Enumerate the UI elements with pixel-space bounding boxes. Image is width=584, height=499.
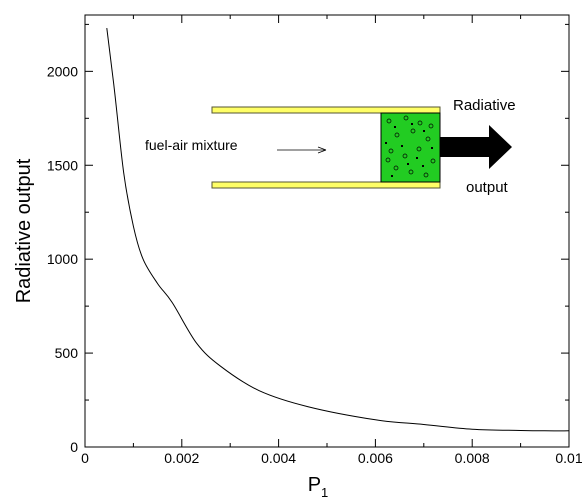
x-axis-title-main: P (308, 474, 321, 496)
y-tick-label: 2000 (47, 63, 78, 79)
axis-ticks (84, 15, 570, 448)
particle (388, 148, 394, 154)
particle (416, 146, 422, 152)
particle (394, 126, 396, 128)
particle (402, 153, 408, 159)
y-tick-label: 500 (55, 345, 79, 361)
x-tick-label: 0.004 (261, 450, 296, 466)
radiative-output-arrow (440, 125, 512, 169)
y-tick-label: 1500 (47, 157, 78, 173)
particle (411, 123, 413, 125)
mixture-label: fuel-air mixture (145, 137, 238, 153)
x-tick-label: 0.008 (455, 450, 490, 466)
tube-bottom-wall (211, 181, 441, 189)
particle (385, 142, 387, 144)
y-tick-label: 0 (70, 439, 78, 455)
particle (428, 123, 434, 129)
combustion-chamber (380, 112, 441, 183)
particle (385, 157, 391, 163)
x-axis-title-subscript: 1 (321, 485, 328, 499)
particle (403, 115, 409, 121)
particle (425, 136, 431, 142)
x-tick-label: 0.01 (555, 450, 582, 466)
particle (407, 163, 409, 165)
series-line (106, 28, 570, 432)
chamber-particles (385, 115, 436, 178)
plot-frame (84, 14, 570, 448)
particle (430, 158, 436, 164)
axis-tick-labels: 0 0.002 0.004 0.006 0.008 0.01 0 500 1000 1500 200… (47, 63, 583, 466)
radiative-label: Radiative (453, 97, 516, 114)
particle (391, 175, 393, 177)
inset-diagram: fuel-air mixture Radiative output (145, 97, 516, 196)
x-axis-title: P1 (308, 474, 329, 499)
particle (423, 130, 425, 132)
mixture-arrow-head (317, 146, 327, 154)
particle (422, 165, 424, 167)
x-tick-label: 0.002 (164, 450, 199, 466)
particle (417, 120, 423, 126)
tube-top-wall (211, 106, 441, 114)
particle (401, 145, 403, 147)
y-tick-label: 1000 (47, 251, 78, 267)
particle (410, 128, 416, 134)
particle (416, 157, 418, 159)
particle (393, 165, 399, 171)
particle (394, 132, 400, 138)
particle (431, 147, 433, 149)
x-tick-label: 0 (81, 450, 89, 466)
y-axis-title: Radiative output (13, 158, 35, 303)
x-tick-label: 0.006 (358, 450, 393, 466)
particle (423, 172, 429, 178)
particle (408, 169, 414, 175)
particle (386, 118, 392, 124)
output-label: output (466, 179, 509, 196)
